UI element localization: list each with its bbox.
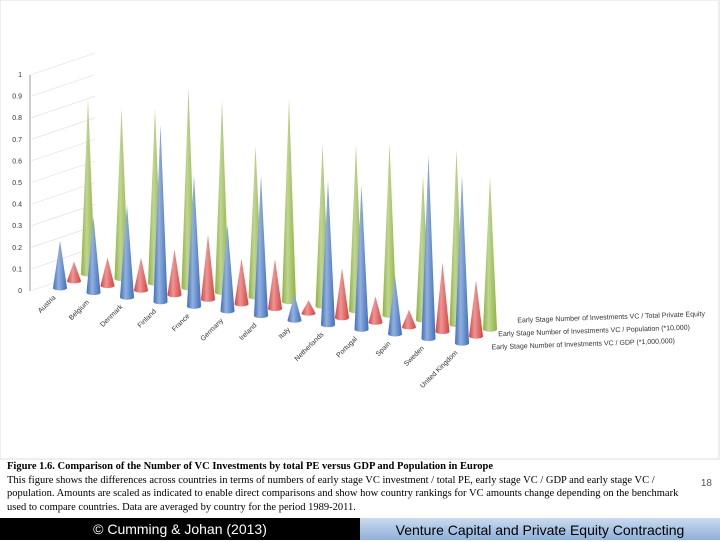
cone bbox=[435, 262, 450, 335]
cone bbox=[254, 175, 268, 319]
cone bbox=[81, 99, 95, 277]
chart: 0 0.1 0.2 0.3 0.4 0.5 0.6 0.7 0.8 0.9 1 Austria Belg… bbox=[0, 0, 720, 460]
grid-line bbox=[29, 95, 96, 119]
cone bbox=[86, 217, 101, 296]
y-tick-label: 1 bbox=[18, 72, 22, 79]
cone bbox=[220, 224, 235, 314]
cone bbox=[421, 155, 436, 342]
cone bbox=[234, 258, 249, 307]
caption-title: Figure 1.6. Comparison of the Number of … bbox=[7, 461, 494, 472]
cone bbox=[402, 309, 416, 330]
chart-frame bbox=[0, 0, 720, 460]
cone bbox=[153, 124, 168, 305]
legend-label: Early Stage Number of Investments VC / P… bbox=[498, 325, 690, 339]
cone bbox=[282, 98, 296, 305]
x-tick-label: Italy bbox=[278, 326, 292, 340]
cone bbox=[134, 257, 148, 293]
legend-label: Early Stage Number of Investments VC / G… bbox=[491, 338, 675, 351]
x-tick-label: United Kingdom bbox=[419, 350, 459, 390]
y-tick-label: 0.2 bbox=[12, 245, 22, 252]
cone bbox=[321, 180, 335, 328]
x-tick-label: Finland bbox=[137, 308, 158, 329]
cone bbox=[388, 275, 402, 337]
y-tick-label: 0 bbox=[18, 288, 22, 295]
y-tick-label: 0.4 bbox=[12, 202, 22, 209]
cone bbox=[354, 184, 369, 332]
cone bbox=[469, 280, 483, 339]
cone bbox=[201, 234, 215, 302]
grid-line bbox=[29, 182, 96, 205]
cone bbox=[301, 300, 316, 316]
caption: Figure 1.6. Comparison of the Number of … bbox=[7, 460, 697, 514]
caption-body: This figure shows the differences across… bbox=[7, 474, 679, 513]
cone bbox=[215, 100, 229, 295]
grid-line bbox=[29, 74, 96, 97]
grid-line bbox=[29, 117, 96, 141]
y-tick-label: 0.7 bbox=[12, 137, 22, 144]
y-tick-label: 0.3 bbox=[12, 223, 22, 230]
x-tick-label: Netherlands bbox=[294, 331, 326, 363]
legend-label: Early Stage Number of Investments VC / T… bbox=[517, 311, 705, 325]
cone bbox=[100, 257, 115, 289]
y-tick-label: 0.8 bbox=[12, 115, 22, 122]
x-tick-label: Sweden bbox=[403, 345, 426, 368]
cone bbox=[382, 142, 397, 318]
x-tick-label: Denmark bbox=[99, 303, 124, 328]
y-tick-label: 0.1 bbox=[12, 266, 22, 273]
x-tick-label: Germany bbox=[200, 317, 226, 343]
page-number: 18 bbox=[700, 478, 712, 489]
cone bbox=[335, 268, 349, 321]
cone bbox=[268, 258, 282, 312]
grid-line bbox=[29, 139, 96, 162]
cone bbox=[455, 174, 469, 346]
cone bbox=[187, 174, 201, 309]
cone bbox=[167, 249, 182, 298]
grid-line bbox=[29, 160, 96, 184]
footer-left: © Cumming & Johan (2013) bbox=[0, 518, 360, 540]
y-tick-label: 0.5 bbox=[12, 180, 22, 187]
y-tick-label: 0.9 bbox=[12, 94, 22, 101]
x-tick-label: Ireland bbox=[238, 322, 258, 342]
footer-right: Venture Capital and Private Equity Contr… bbox=[360, 518, 720, 540]
cone bbox=[120, 204, 134, 300]
cone bbox=[287, 294, 302, 323]
cone bbox=[483, 175, 497, 332]
x-tick-label: Austria bbox=[37, 294, 57, 314]
cone bbox=[368, 296, 383, 325]
x-tick-label: Portugal bbox=[336, 336, 360, 360]
cone bbox=[67, 261, 81, 284]
cone bbox=[53, 240, 67, 291]
y-tick-label: 0.6 bbox=[12, 158, 22, 165]
grid-line bbox=[29, 52, 96, 76]
x-tick-label: Belgium bbox=[68, 299, 91, 322]
x-tick-label: France bbox=[171, 313, 191, 333]
x-tick-label: Spain bbox=[375, 340, 393, 358]
